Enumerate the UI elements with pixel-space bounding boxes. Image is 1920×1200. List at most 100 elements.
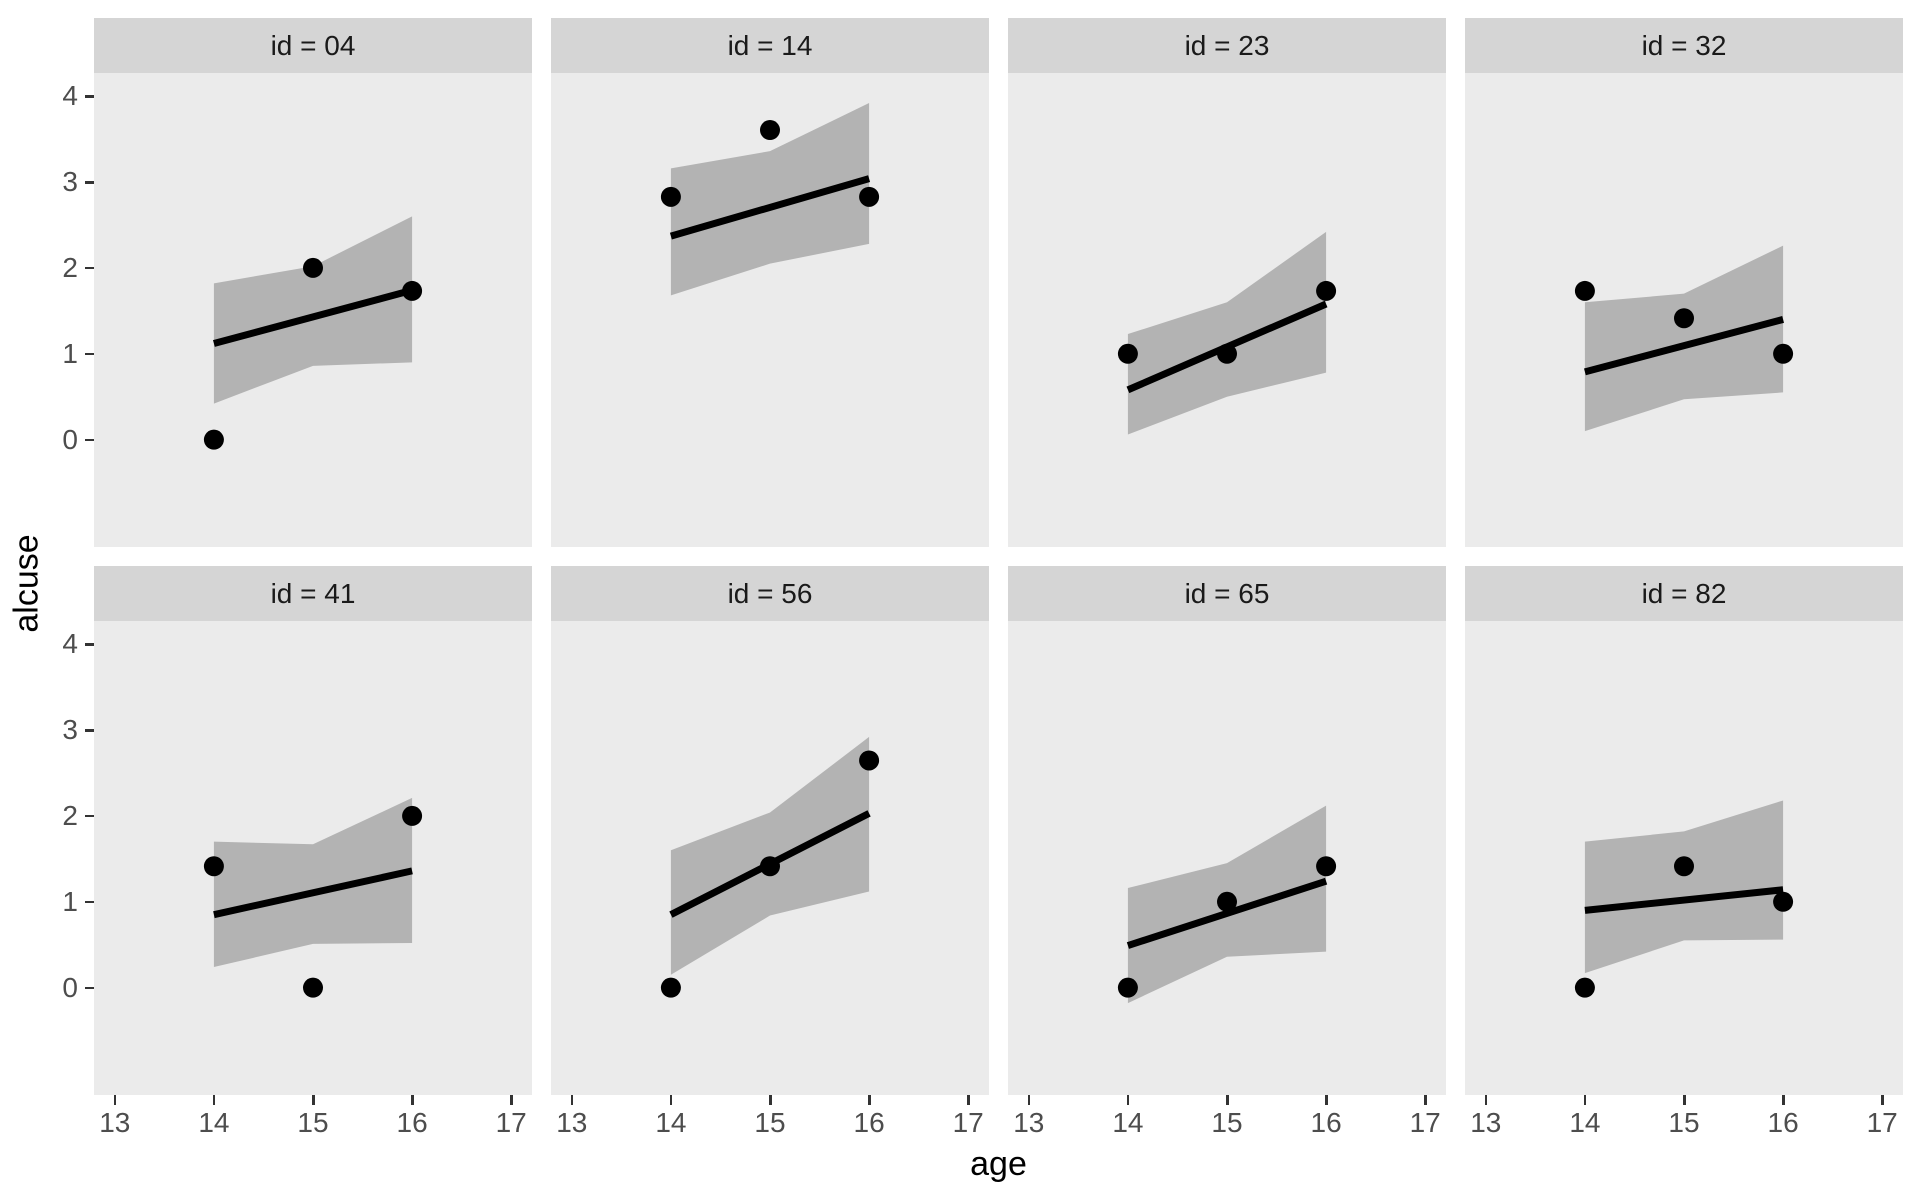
x-tick-label: 16 <box>1310 1107 1342 1138</box>
data-point <box>760 856 780 877</box>
y-tick-mark <box>85 900 94 904</box>
confidence-ribbon <box>1584 800 1784 974</box>
facet-strip-label: id = 04 <box>94 18 532 73</box>
confidence-ribbon <box>670 736 870 975</box>
data-point <box>859 186 880 207</box>
x-tick-mark <box>1226 1095 1229 1105</box>
fit-line <box>1584 316 1784 376</box>
y-tick-label: 3 <box>62 166 78 198</box>
y-tick-mark <box>85 814 94 818</box>
y-tick-label: 4 <box>62 628 78 660</box>
y-tick-mark <box>85 438 94 442</box>
x-tick-mark <box>669 1095 673 1105</box>
data-point <box>1117 343 1138 364</box>
x-tick-label: 16 <box>1767 1107 1799 1138</box>
y-axis-title: alcuse <box>7 534 46 633</box>
x-tick-mark <box>1126 1095 1130 1105</box>
data-point <box>1773 891 1794 912</box>
y-tick-label: 4 <box>62 80 78 112</box>
data-point <box>1316 856 1337 877</box>
facet-panel <box>1008 621 1446 1095</box>
facet-strip-label: id = 56 <box>551 566 989 621</box>
y-tick-mark <box>85 181 94 184</box>
x-tick-label: 13 <box>556 1107 588 1138</box>
data-point <box>1674 856 1694 877</box>
data-point <box>402 280 423 301</box>
facet-strip-label: id = 14 <box>551 18 989 73</box>
y-tick-mark <box>85 266 94 270</box>
x-tick-mark <box>1782 1095 1785 1105</box>
x-tick-label: 14 <box>1569 1107 1601 1138</box>
x-tick-mark <box>967 1095 970 1105</box>
x-tick-mark <box>1424 1095 1427 1105</box>
confidence-ribbon <box>1584 245 1784 432</box>
x-tick-mark <box>212 1095 216 1105</box>
confidence-ribbon <box>1127 231 1327 435</box>
data-point <box>1117 977 1138 998</box>
y-tick-mark <box>85 95 94 98</box>
x-tick-mark <box>510 1095 513 1105</box>
data-point <box>1574 280 1595 301</box>
facet-panel <box>1465 621 1903 1095</box>
x-tick-label: 15 <box>1668 1107 1700 1138</box>
x-tick-label: 16 <box>396 1107 428 1138</box>
x-tick-mark <box>570 1095 574 1105</box>
x-tick-label: 16 <box>853 1107 885 1138</box>
fit-line <box>212 286 414 347</box>
x-tick-label: 17 <box>1409 1107 1441 1138</box>
facet-panel <box>1465 73 1903 547</box>
confidence-ribbon <box>213 216 413 404</box>
x-axis-title: age <box>970 1145 1027 1183</box>
x-tick-label: 15 <box>1211 1107 1243 1138</box>
x-tick-mark <box>1881 1095 1884 1105</box>
fit-line <box>1126 877 1328 949</box>
y-tick-mark <box>85 352 94 356</box>
x-tick-mark <box>1484 1095 1488 1105</box>
y-tick-label: 0 <box>62 971 78 1003</box>
x-tick-mark <box>411 1095 414 1105</box>
x-tick-label: 17 <box>495 1107 527 1138</box>
data-point <box>1674 308 1694 329</box>
data-point <box>660 977 681 998</box>
y-tick-mark <box>85 986 94 990</box>
facet-panel <box>94 73 532 547</box>
x-tick-label: 14 <box>198 1107 230 1138</box>
x-tick-mark <box>1683 1095 1686 1105</box>
data-point <box>402 805 423 826</box>
x-tick-label: 15 <box>754 1107 786 1138</box>
x-tick-label: 15 <box>297 1107 329 1138</box>
fit-line <box>213 867 413 919</box>
x-tick-label: 13 <box>1013 1107 1045 1138</box>
x-tick-label: 17 <box>1866 1107 1898 1138</box>
fit-line <box>669 175 871 240</box>
data-point <box>1574 977 1595 998</box>
facet-strip-label: id = 41 <box>94 566 532 621</box>
data-point <box>660 186 681 207</box>
x-tick-label: 14 <box>655 1107 687 1138</box>
y-tick-mark <box>85 729 94 732</box>
y-tick-label: 3 <box>62 714 78 746</box>
facet-strip-label: id = 82 <box>1465 566 1903 621</box>
x-tick-label: 13 <box>1470 1107 1502 1138</box>
data-point <box>1773 343 1794 364</box>
x-tick-mark <box>868 1095 871 1105</box>
data-point <box>1316 280 1337 301</box>
data-point <box>303 257 323 278</box>
x-tick-label: 13 <box>99 1107 131 1138</box>
y-tick-mark <box>85 643 94 646</box>
data-point <box>303 977 323 998</box>
data-point <box>1217 343 1237 364</box>
x-tick-mark <box>1583 1095 1587 1105</box>
x-tick-mark <box>1325 1095 1328 1105</box>
facet-panel <box>551 73 989 547</box>
y-tick-label: 1 <box>62 885 78 917</box>
x-tick-label: 17 <box>952 1107 984 1138</box>
y-tick-label: 0 <box>62 423 78 455</box>
panel-background <box>1008 621 1446 1095</box>
data-point <box>203 856 224 877</box>
data-point <box>859 750 880 771</box>
facet-panel <box>1008 73 1446 547</box>
confidence-ribbon <box>670 103 870 296</box>
x-tick-mark <box>1027 1095 1031 1105</box>
x-tick-mark <box>113 1095 117 1105</box>
